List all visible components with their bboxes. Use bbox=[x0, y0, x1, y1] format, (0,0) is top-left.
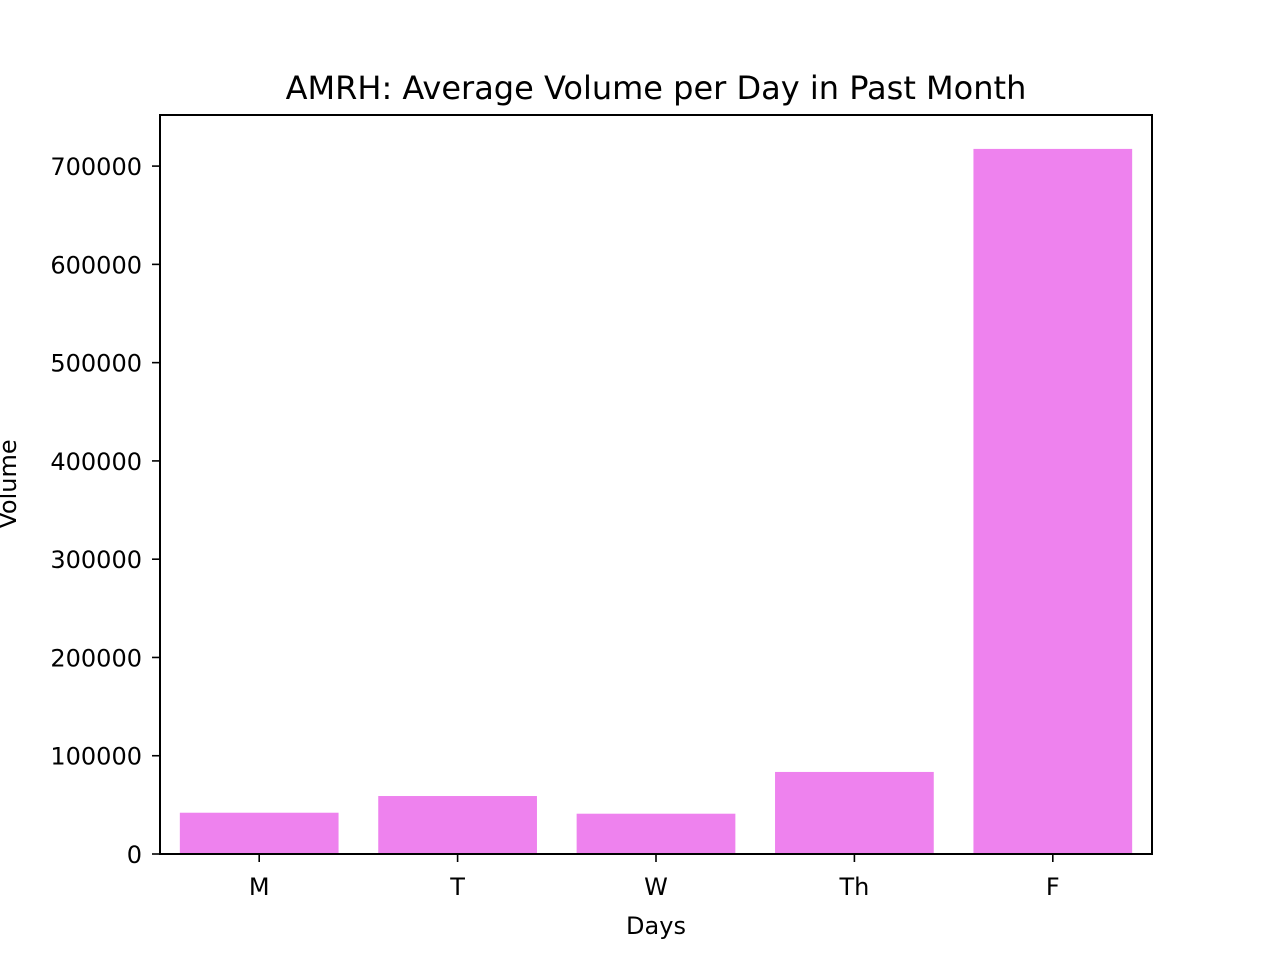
y-axis-label: Volume bbox=[0, 439, 22, 528]
bars-layer bbox=[179, 148, 1133, 855]
bar-m bbox=[179, 812, 339, 854]
x-tick-label: T bbox=[449, 873, 465, 901]
y-axis-ticks: 0 100000 200000 300000 400000 500000 600000 700… bbox=[50, 153, 160, 869]
y-tick-label: 700000 bbox=[50, 153, 142, 181]
y-tick-label: 500000 bbox=[50, 350, 142, 378]
x-axis-ticks: M T W Th F bbox=[249, 854, 1060, 901]
y-tick-label: 400000 bbox=[50, 448, 142, 476]
y-tick-label: 0 bbox=[127, 841, 142, 869]
x-tick-label: Th bbox=[838, 873, 869, 901]
chart-title: AMRH: Average Volume per Day in Past Mon… bbox=[286, 69, 1027, 107]
y-tick-label: 100000 bbox=[50, 743, 142, 771]
x-tick-label: F bbox=[1046, 873, 1060, 901]
bar-t bbox=[378, 796, 537, 854]
bar-w bbox=[576, 813, 736, 854]
y-tick-label: 600000 bbox=[50, 251, 142, 279]
y-tick-label: 300000 bbox=[50, 546, 142, 574]
x-tick-label: M bbox=[249, 873, 270, 901]
x-tick-label: W bbox=[644, 873, 668, 901]
bar-f bbox=[973, 148, 1133, 855]
x-axis-label: Days bbox=[626, 912, 686, 940]
bar-th bbox=[775, 771, 934, 854]
plot-frame bbox=[159, 114, 1153, 855]
y-tick-label: 200000 bbox=[50, 644, 142, 672]
